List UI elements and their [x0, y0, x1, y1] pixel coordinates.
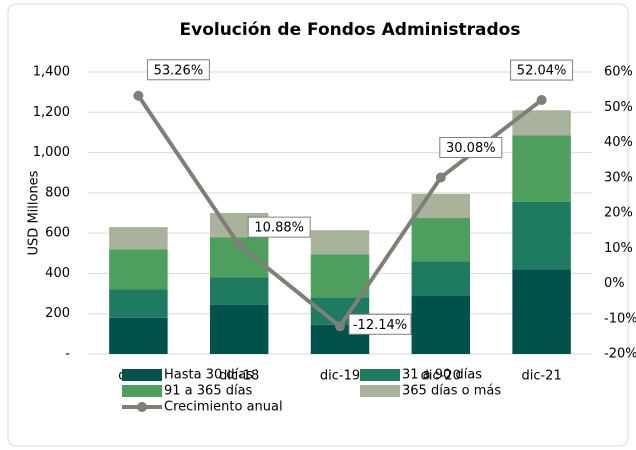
- y2-tick-label: 30%: [604, 170, 633, 185]
- data-label-box: [348, 313, 412, 335]
- y-tick-label: -: [65, 347, 70, 362]
- data-label: 53.26%: [154, 63, 204, 78]
- legend-swatch: [122, 385, 162, 397]
- data-label: 30.08%: [446, 141, 496, 156]
- y2-tick-label: -20%: [604, 347, 636, 362]
- x-tick-label: dic-18: [219, 369, 259, 384]
- y2-tick-label: 50%: [604, 100, 633, 115]
- y2-tick-label: -10%: [604, 311, 636, 326]
- bar-segment: [209, 304, 269, 354]
- bar-segment: [310, 254, 370, 298]
- y2-tick-label: 10%: [604, 241, 633, 256]
- bar-segment: [109, 227, 168, 250]
- y2-tick-label: 20%: [604, 206, 633, 221]
- legend-label: 31 a 90 días: [402, 368, 482, 383]
- bar-segment: [109, 317, 168, 354]
- y2-tick-label: 60%: [604, 65, 633, 80]
- data-label-box: [146, 59, 210, 81]
- bar-segment: [512, 201, 571, 270]
- line-marker: [133, 90, 144, 101]
- data-label: 52.04%: [517, 64, 567, 79]
- bar-segment: [109, 249, 168, 290]
- bar-segment: [411, 295, 471, 354]
- line-marker: [234, 240, 245, 251]
- data-label-box: [510, 59, 574, 81]
- line-marker: [536, 95, 547, 106]
- y-tick-label: 1,200: [33, 105, 70, 120]
- bar-segment: [411, 218, 471, 262]
- y-tick-label: 600: [45, 226, 70, 241]
- x-tick-label: dic-20: [421, 369, 461, 384]
- bar-segment: [109, 289, 168, 318]
- y-tick-label: 1,400: [33, 65, 70, 80]
- legend-swatch: [360, 369, 400, 381]
- legend-label: Hasta 30 días: [164, 368, 253, 383]
- y-tick-label: 200: [45, 306, 70, 321]
- legend-label: 365 días o más: [402, 384, 501, 399]
- x-tick-label: dic-19: [320, 369, 360, 384]
- data-label: 10.88%: [254, 221, 304, 236]
- y2-tick-label: 40%: [604, 135, 633, 150]
- legend-marker: [137, 402, 147, 412]
- bar-segment: [512, 135, 571, 202]
- legend-swatch: [122, 369, 162, 381]
- y-tick-label: 1,000: [33, 145, 70, 160]
- x-tick-label: dic-21: [521, 369, 561, 384]
- legend-label: 91 a 365 días: [164, 384, 253, 399]
- line-marker: [435, 172, 446, 183]
- data-label-box: [439, 136, 503, 158]
- legend-label: Crecimiento anual: [164, 400, 283, 415]
- legend-swatch: [360, 385, 400, 397]
- y-tick-label: 800: [45, 185, 70, 200]
- bar-segment: [411, 261, 471, 296]
- chart-title: Evolución de Fondos Administrados: [180, 20, 521, 40]
- data-label-box: [247, 216, 311, 238]
- bar-segment: [512, 269, 571, 354]
- bar-segment: [310, 230, 370, 255]
- bar-segment: [209, 277, 269, 305]
- line-marker: [335, 321, 345, 332]
- data-label: -12.14%: [353, 318, 407, 333]
- y-tick-label: 400: [45, 266, 70, 281]
- y-axis-label: USD Millones: [27, 170, 42, 255]
- y2-tick-label: 0%: [604, 276, 625, 291]
